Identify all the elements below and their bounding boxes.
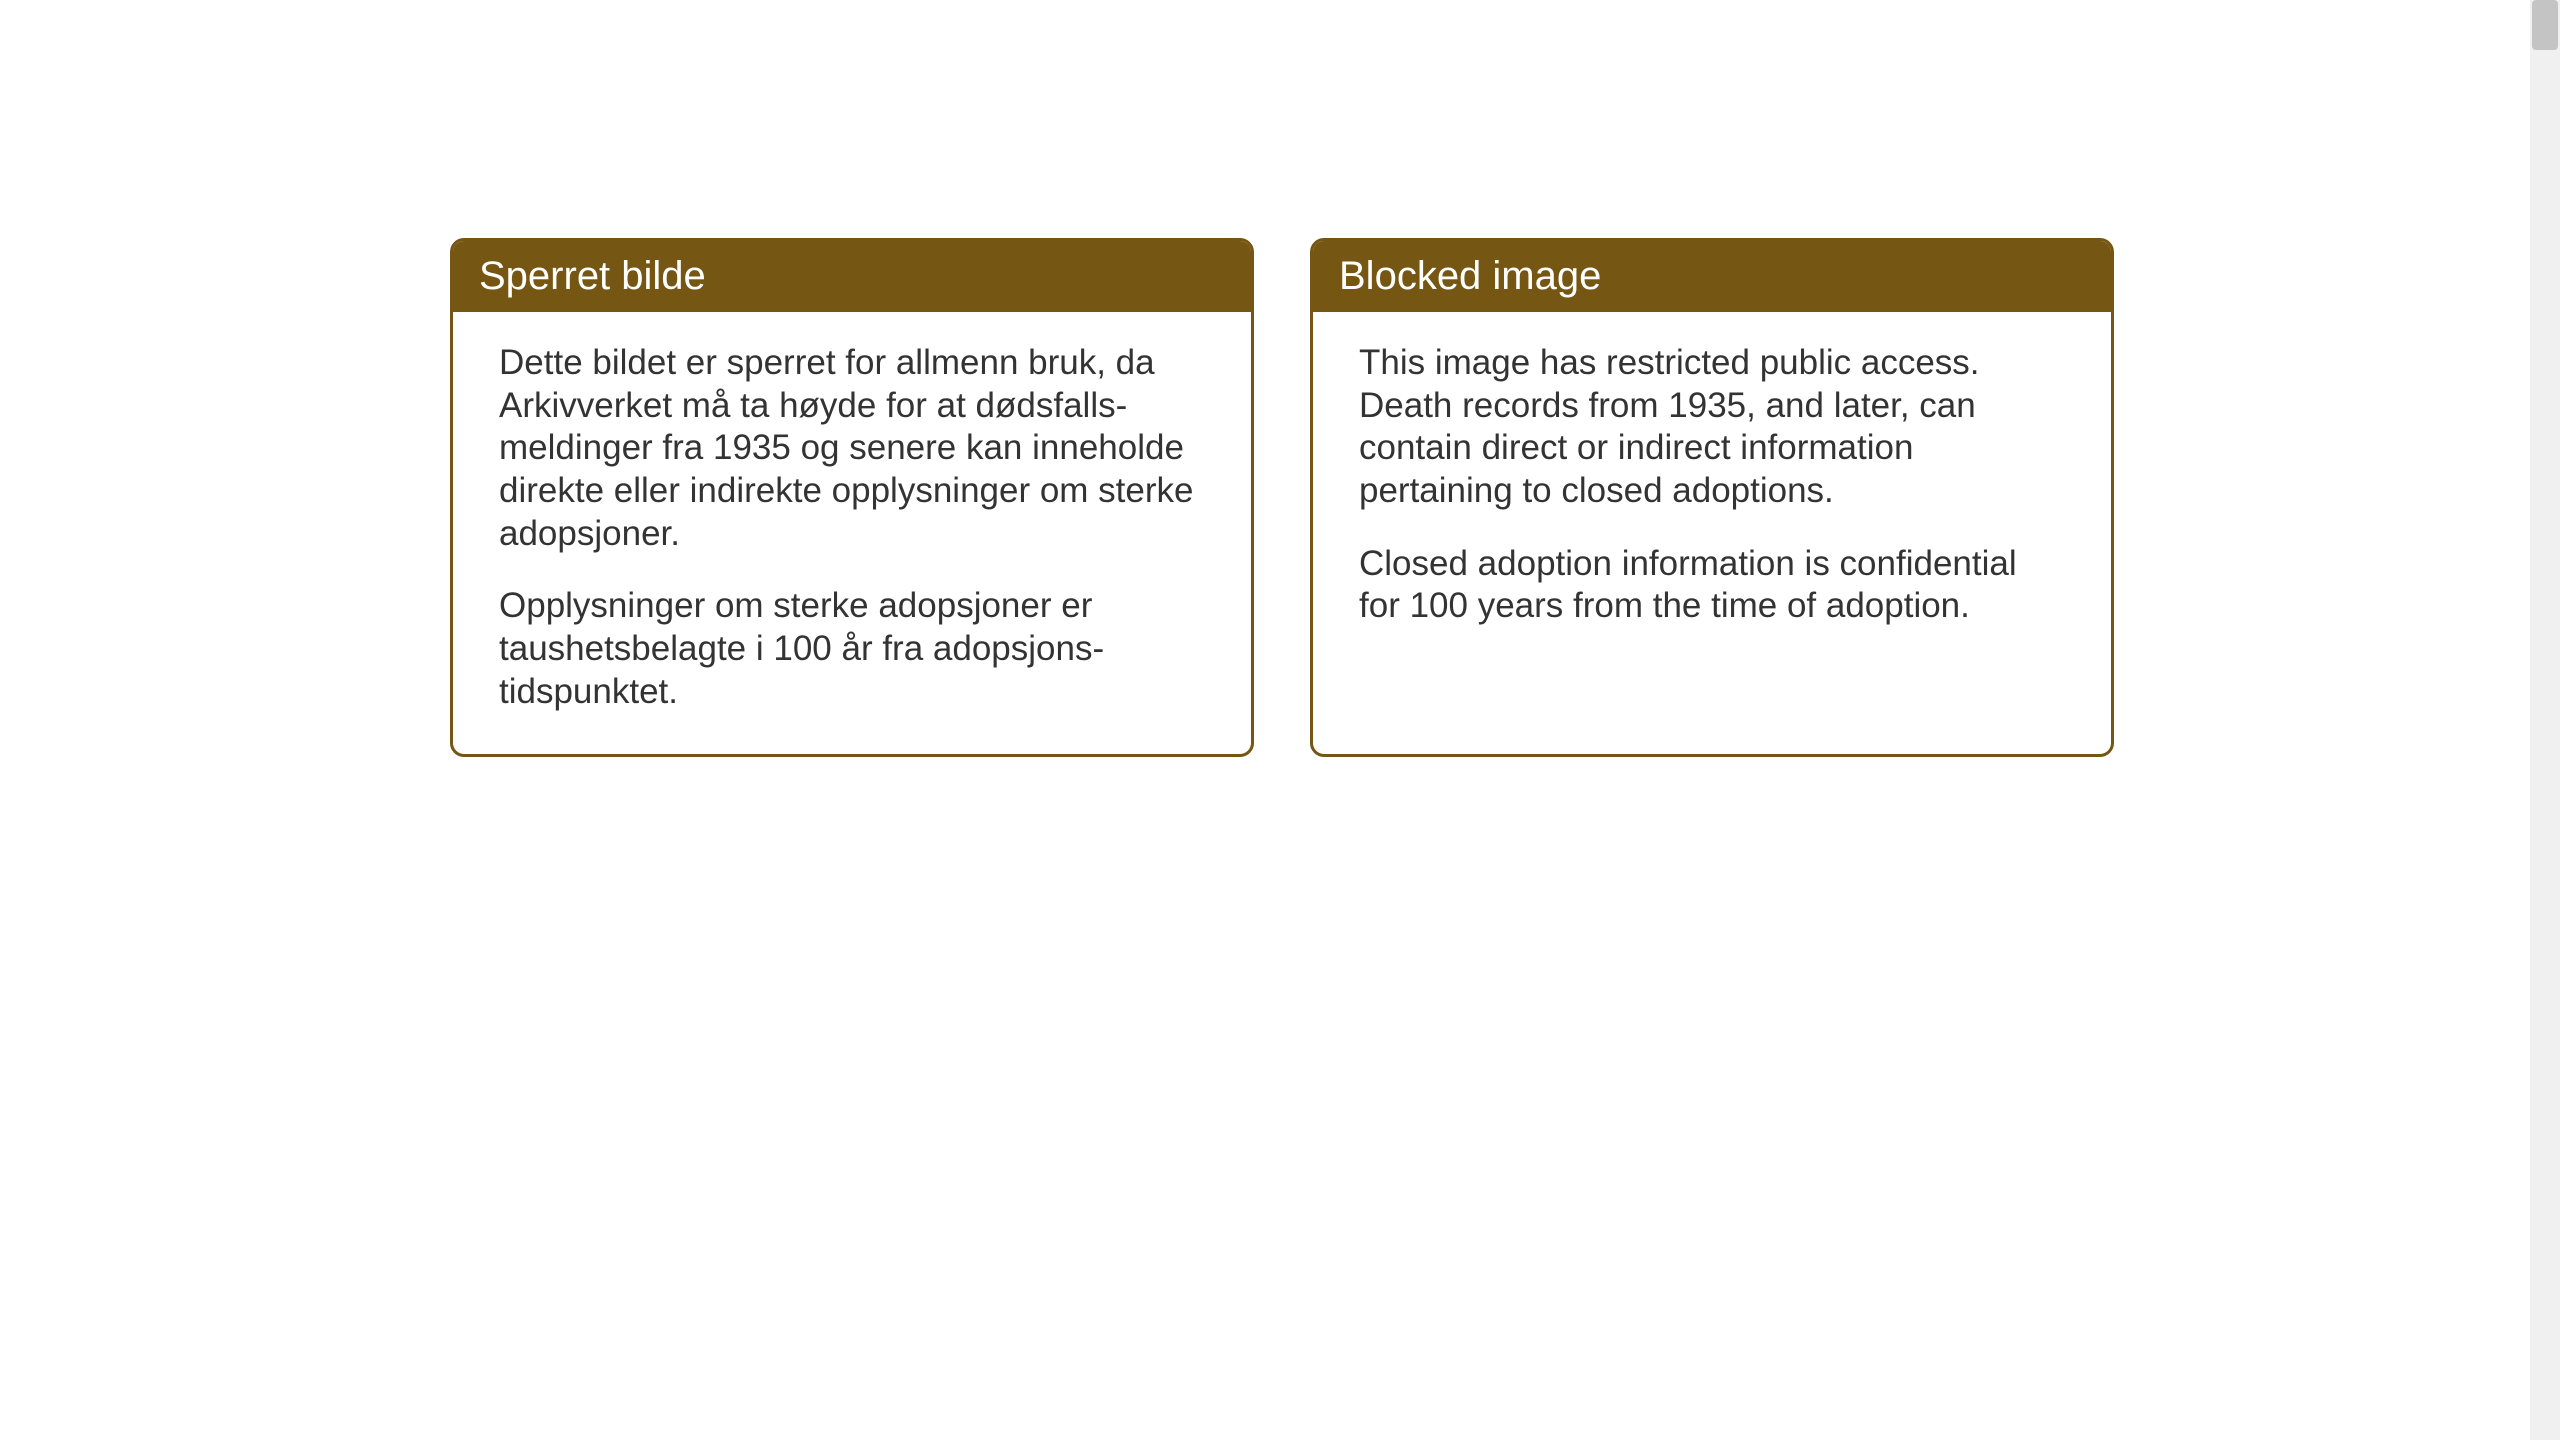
- card-body-norwegian: Dette bildet er sperret for allmenn bruk…: [453, 312, 1251, 754]
- card-header-english: Blocked image: [1313, 241, 2111, 312]
- card-header-norwegian: Sperret bilde: [453, 241, 1251, 312]
- notice-card-english: Blocked image This image has restricted …: [1310, 238, 2114, 757]
- card-paragraph-1-norwegian: Dette bildet er sperret for allmenn bruk…: [499, 342, 1205, 555]
- card-paragraph-1-english: This image has restricted public access.…: [1359, 342, 2065, 513]
- card-paragraph-2-english: Closed adoption information is confident…: [1359, 543, 2065, 628]
- card-body-english: This image has restricted public access.…: [1313, 312, 2111, 668]
- scrollbar-thumb[interactable]: [2532, 0, 2558, 50]
- notice-cards-container: Sperret bilde Dette bildet er sperret fo…: [450, 238, 2114, 757]
- vertical-scrollbar[interactable]: [2530, 0, 2560, 1440]
- notice-card-norwegian: Sperret bilde Dette bildet er sperret fo…: [450, 238, 1254, 757]
- card-title-norwegian: Sperret bilde: [479, 254, 706, 298]
- card-paragraph-2-norwegian: Opplysninger om sterke adopsjoner er tau…: [499, 585, 1205, 713]
- card-title-english: Blocked image: [1339, 254, 1601, 298]
